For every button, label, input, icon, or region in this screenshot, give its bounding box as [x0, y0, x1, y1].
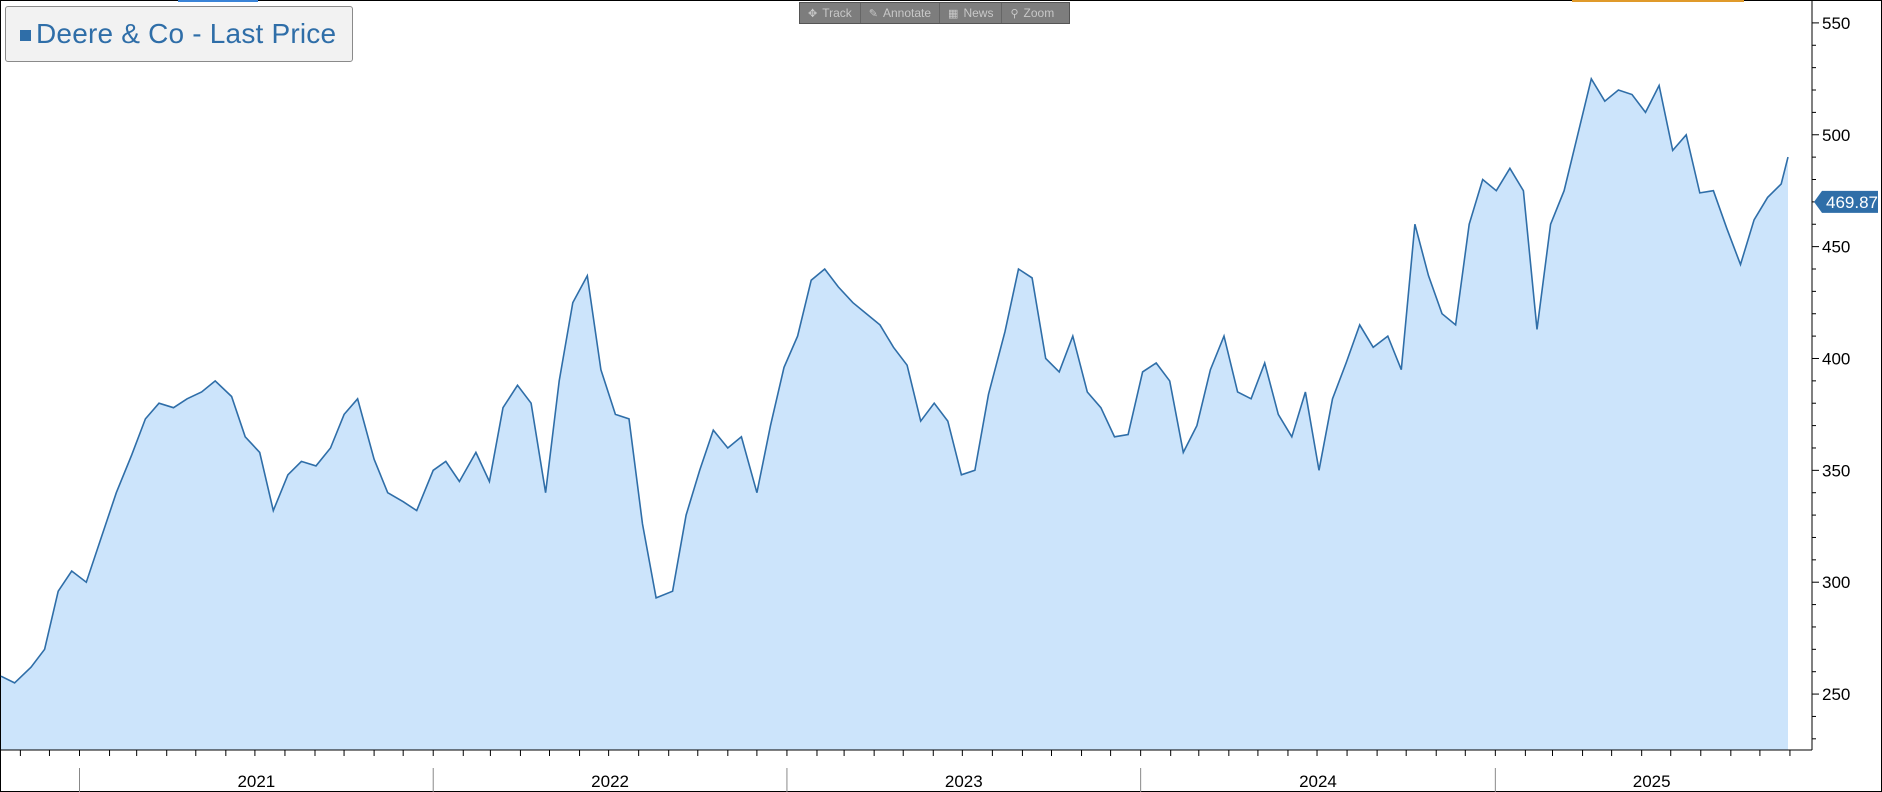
- news-button[interactable]: ▦ News: [940, 3, 1003, 23]
- y-tick-label: 550: [1822, 14, 1850, 33]
- price-line: [0, 76, 1789, 684]
- legend-label: Deere & Co - Last Price: [36, 18, 337, 49]
- track-button[interactable]: ✥ Track: [800, 3, 861, 23]
- legend-box[interactable]: Deere & Co - Last Price: [5, 6, 353, 62]
- last-price-badge-shape: [1814, 190, 1878, 213]
- top-accent-mark: [1572, 0, 1744, 2]
- magnifier-icon: ⚲: [1010, 7, 1019, 20]
- price-area-fill: [1, 78, 1788, 751]
- annotate-button[interactable]: ✎ Annotate: [861, 3, 941, 23]
- zoom-button[interactable]: ⚲ Zoom: [1002, 3, 1062, 23]
- x-year-label: 2023: [945, 772, 983, 791]
- y-tick-label: 250: [1822, 685, 1850, 704]
- y-tick-label: 400: [1822, 349, 1850, 368]
- zoom-label: Zoom: [1023, 6, 1055, 20]
- last-price-label: 469.87: [1826, 193, 1878, 212]
- x-year-label: 2024: [1299, 772, 1337, 791]
- crosshair-icon: ✥: [808, 7, 818, 20]
- annotate-label: Annotate: [883, 6, 932, 20]
- y-tick-label: 500: [1822, 126, 1850, 145]
- y-tick-label: 450: [1822, 238, 1850, 257]
- top-accent-mark: [178, 0, 258, 2]
- legend-swatch: [20, 29, 31, 41]
- y-axis: 250 300 350 400 450 500 550: [1811, 0, 1850, 750]
- x-year-label: 2025: [1633, 772, 1671, 791]
- news-label: News: [963, 6, 994, 20]
- x-year-label: 2021: [237, 772, 275, 791]
- news-icon: ▦: [948, 7, 959, 20]
- last-price-badge: 469.87: [1814, 190, 1878, 213]
- pencil-icon: ✎: [868, 7, 878, 20]
- x-year-label: 2022: [591, 772, 629, 791]
- x-axis: 2021 2022 2023 2024 2025: [0, 749, 1812, 792]
- y-tick-label: 300: [1822, 573, 1850, 592]
- chart-toolbar: ✥ Track ✎ Annotate ▦ News ⚲ Zoom: [799, 2, 1070, 24]
- y-tick-label: 350: [1822, 461, 1850, 480]
- track-label: Track: [822, 6, 852, 20]
